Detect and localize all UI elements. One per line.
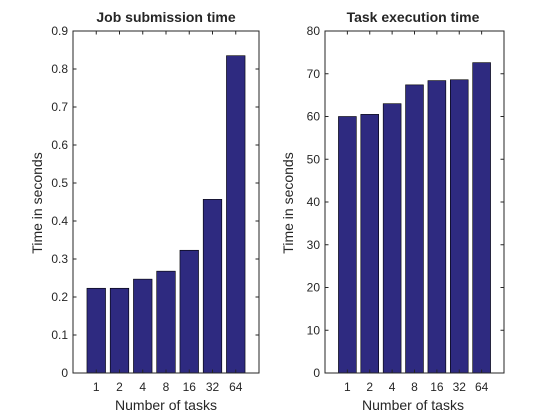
x-tick-label: 1 [93, 380, 100, 394]
x-tick-label: 4 [139, 380, 146, 394]
y-axis-label: Time in seconds [29, 152, 45, 253]
y-tick-label: 0.4 [51, 214, 68, 228]
y-tick-label: 0.7 [51, 100, 68, 114]
plot-frame [324, 30, 505, 374]
bar-8 [405, 84, 424, 374]
y-tick-label: 20 [307, 281, 321, 295]
y-tick-label: 70 [307, 67, 321, 81]
bar-8 [156, 270, 176, 374]
x-tick-label: 16 [430, 380, 444, 394]
bar-64 [472, 62, 491, 374]
x-tick-label: 32 [206, 380, 220, 394]
bar-4 [133, 278, 153, 374]
y-tick-label: 0.2 [51, 290, 68, 304]
x-tick-label: 64 [475, 380, 489, 394]
bar-32 [449, 79, 469, 374]
y-axis-ticks: 0 10 20 30 40 50 60 70 80 [307, 24, 504, 380]
y-tick-label: 0 [61, 366, 68, 380]
y-tick-label: 0.9 [51, 24, 68, 38]
bar-4 [382, 103, 402, 374]
x-tick-label: 2 [366, 380, 373, 394]
x-tick-label: 4 [389, 380, 396, 394]
x-tick-label: 32 [453, 380, 467, 394]
y-tick-label: 40 [307, 195, 321, 209]
y-tick-label: 0 [313, 366, 320, 380]
x-axis-label: Number of tasks [115, 397, 217, 413]
y-tick-label: 0.6 [51, 138, 68, 152]
y-tick-label: 0.1 [51, 328, 68, 342]
y-axis-label: Time in seconds [280, 152, 296, 253]
bar-16 [179, 249, 199, 374]
x-tick-label: 64 [229, 380, 243, 394]
bar-16 [427, 80, 447, 374]
y-tick-label: 0.8 [51, 62, 68, 76]
bar-1 [86, 287, 106, 374]
x-tick-label: 2 [116, 380, 123, 394]
x-tick-label: 16 [183, 380, 197, 394]
y-axis-ticks: 0 0.1 0.2 0.3 0.4 0.5 0.6 0.7 0.8 0.9 [51, 24, 259, 380]
x-tick-label: 8 [163, 380, 170, 394]
y-tick-label: 60 [307, 110, 321, 124]
chart-panel-task-execution: Task execution time Number of tasks Time… [280, 9, 505, 413]
bar-1 [338, 116, 357, 374]
y-tick-label: 0.5 [51, 176, 68, 190]
chart-panel-job-submission: Job submission time Number of tasks Time… [29, 9, 260, 413]
x-tick-label: 1 [344, 380, 351, 394]
bar-group [86, 55, 246, 374]
y-tick-label: 50 [307, 152, 321, 166]
bar-2 [360, 114, 379, 374]
bar-64 [226, 55, 246, 374]
bar-32 [202, 199, 223, 374]
chart-title: Job submission time [96, 9, 235, 25]
x-axis-ticks: 1 2 4 8 16 32 64 [344, 31, 489, 394]
y-tick-label: 30 [307, 238, 321, 252]
chart-title: Task execution time [347, 9, 480, 25]
x-axis-label: Number of tasks [362, 397, 464, 413]
bar-2 [109, 287, 130, 374]
y-tick-label: 10 [307, 323, 321, 337]
plot-frame [72, 30, 260, 374]
x-axis-ticks: 1 2 4 8 16 32 64 [93, 31, 243, 394]
bar-group [338, 62, 491, 374]
x-tick-label: 8 [411, 380, 418, 394]
y-tick-label: 0.3 [51, 252, 68, 266]
y-tick-label: 80 [307, 24, 321, 38]
